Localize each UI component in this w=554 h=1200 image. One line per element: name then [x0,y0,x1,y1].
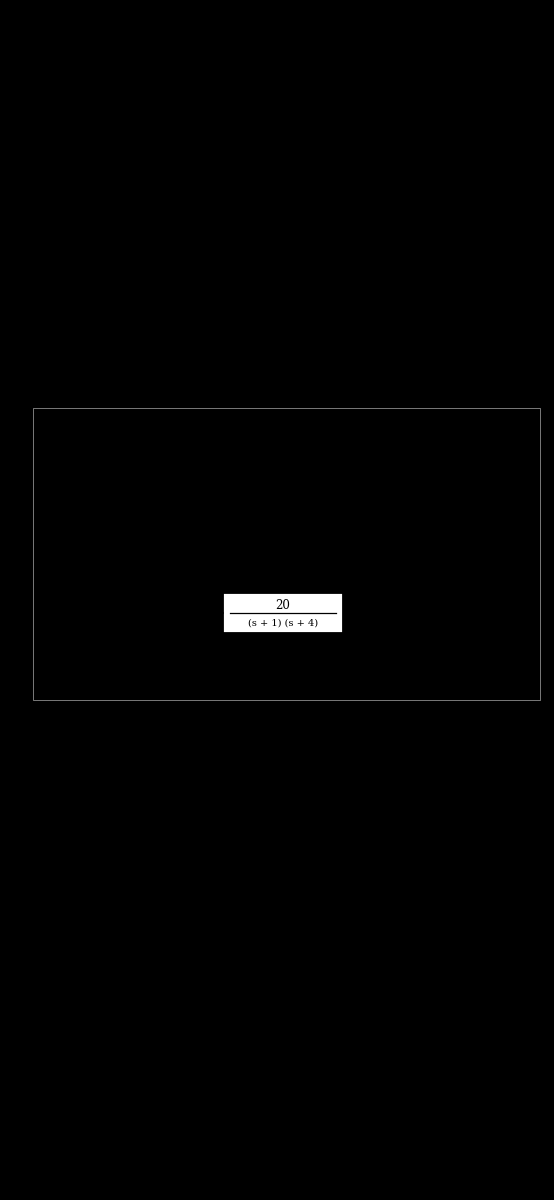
Text: i.: i. [112,461,119,469]
Text: 20: 20 [275,600,290,612]
Text: C(s): C(s) [63,599,86,608]
Text: natural frequency: natural frequency [142,522,237,530]
FancyBboxPatch shape [223,593,343,634]
Text: Figure Q24: Figure Q24 [237,665,296,673]
Text: the closed loop transfer function,: the closed loop transfer function, [142,461,317,469]
Text: expression for the output response if subjected to unit response: expression for the output response if su… [142,551,480,560]
Text: damping ratio: damping ratio [142,493,216,502]
Text: (s + 1) (s + 4): (s + 1) (s + 4) [248,619,318,628]
Text: [1]: [1] [512,461,527,469]
Text: Q24.: Q24. [54,422,84,436]
Text: iv.: iv. [112,551,123,560]
Text: ii.: ii. [112,493,121,502]
Text: R(s): R(s) [447,599,470,608]
Text: For the system shown in the figure Q24, Obtain: For the system shown in the figure Q24, … [107,422,390,436]
Text: iii.: iii. [112,522,125,530]
Text: -: - [163,626,166,637]
Text: [1]: [1] [512,493,527,502]
